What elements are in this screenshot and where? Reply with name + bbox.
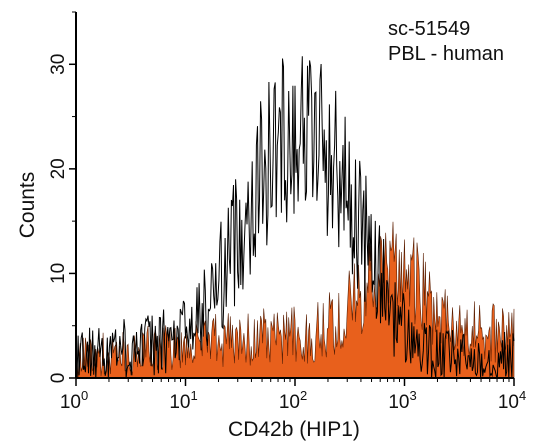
annotation-catalog-number: sc-51549 (388, 18, 470, 40)
x-tick-label: 104 (498, 388, 526, 413)
y-tick-label: 10 (48, 263, 69, 284)
y-tick-label: 30 (48, 54, 69, 75)
y-axis-ticks: 0 10 20 30 (48, 11, 76, 384)
x-tick-label: 101 (169, 388, 197, 413)
series-outline-line (75, 56, 515, 379)
x-axis-ticks: 100 101 102 103 104 (60, 378, 526, 413)
y-tick-label: 20 (48, 158, 69, 179)
x-tick-label: 103 (388, 388, 416, 413)
series-filled-area (75, 221, 515, 379)
plot-marks (75, 56, 515, 379)
x-tick-label: 102 (279, 388, 307, 413)
y-tick-label: 0 (48, 373, 69, 384)
y-axis-title: Counts (16, 172, 39, 239)
x-axis-title: CD42b (HIP1) (228, 418, 360, 441)
x-tick-label: 100 (60, 388, 88, 413)
annotation-sample: PBL - human (388, 43, 504, 65)
